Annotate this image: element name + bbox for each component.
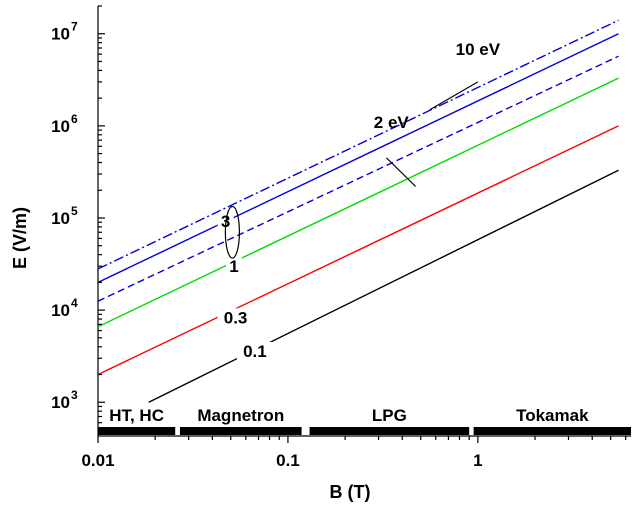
y-tick-label: 10 — [51, 301, 70, 320]
series-line — [98, 19, 619, 270]
regime-bar — [309, 427, 470, 435]
series-label: 0.1 — [243, 342, 267, 361]
x-axis: 0.01 0.1 1 — [81, 436, 627, 470]
y-tick-exponent: 4 — [71, 296, 78, 310]
y-tick-exponent: 5 — [71, 204, 78, 218]
regime-bar — [98, 427, 176, 435]
series-label: 0.3 — [224, 308, 248, 327]
series-line — [98, 55, 619, 302]
annotation-label: 2 eV — [374, 113, 410, 132]
series-label-bg — [236, 341, 273, 361]
series-label-bg — [217, 308, 254, 328]
x-tick-label: 0.1 — [276, 451, 300, 470]
series-label: 1 — [229, 257, 238, 276]
temperature-group-ellipse — [224, 205, 241, 259]
x-tick-label: 1 — [473, 451, 482, 470]
series-line — [98, 125, 619, 376]
regime-bar — [473, 427, 631, 435]
y-tick-label: 10 — [51, 393, 70, 412]
y-tick-exponent: 3 — [71, 388, 78, 402]
series-label-bg — [225, 256, 242, 276]
annotation-pointer — [429, 81, 479, 111]
x-tick-label: 0.01 — [81, 451, 114, 470]
annotation-label: 10 eV — [456, 40, 501, 59]
series-line — [148, 169, 619, 403]
regime-label: Tokamak — [516, 406, 589, 425]
annotation-pointer — [386, 157, 416, 187]
regime-label: LPG — [372, 406, 407, 425]
y-tick-label: 10 — [51, 117, 70, 136]
x-axis-label: B (T) — [330, 482, 371, 502]
plot-frame — [97, 6, 631, 437]
regime-label: Magnetron — [197, 406, 284, 425]
y-tick-exponent: 7 — [71, 20, 78, 34]
series-lines: 0.10.313 — [98, 19, 619, 403]
series-line — [98, 77, 619, 328]
y-tick-exponent: 6 — [71, 112, 78, 126]
regime-label: HT, HC — [109, 406, 164, 425]
y-tick-label: 10 — [51, 209, 70, 228]
annotations: 10 eV 2 eV — [224, 40, 501, 259]
regime-bars: HT, HC Magnetron LPG Tokamak — [98, 406, 631, 435]
y-axis-label: E (V/m) — [10, 207, 30, 269]
y-tick-label: 10 — [51, 25, 70, 44]
regime-bar — [179, 427, 302, 435]
series-line — [98, 33, 619, 284]
